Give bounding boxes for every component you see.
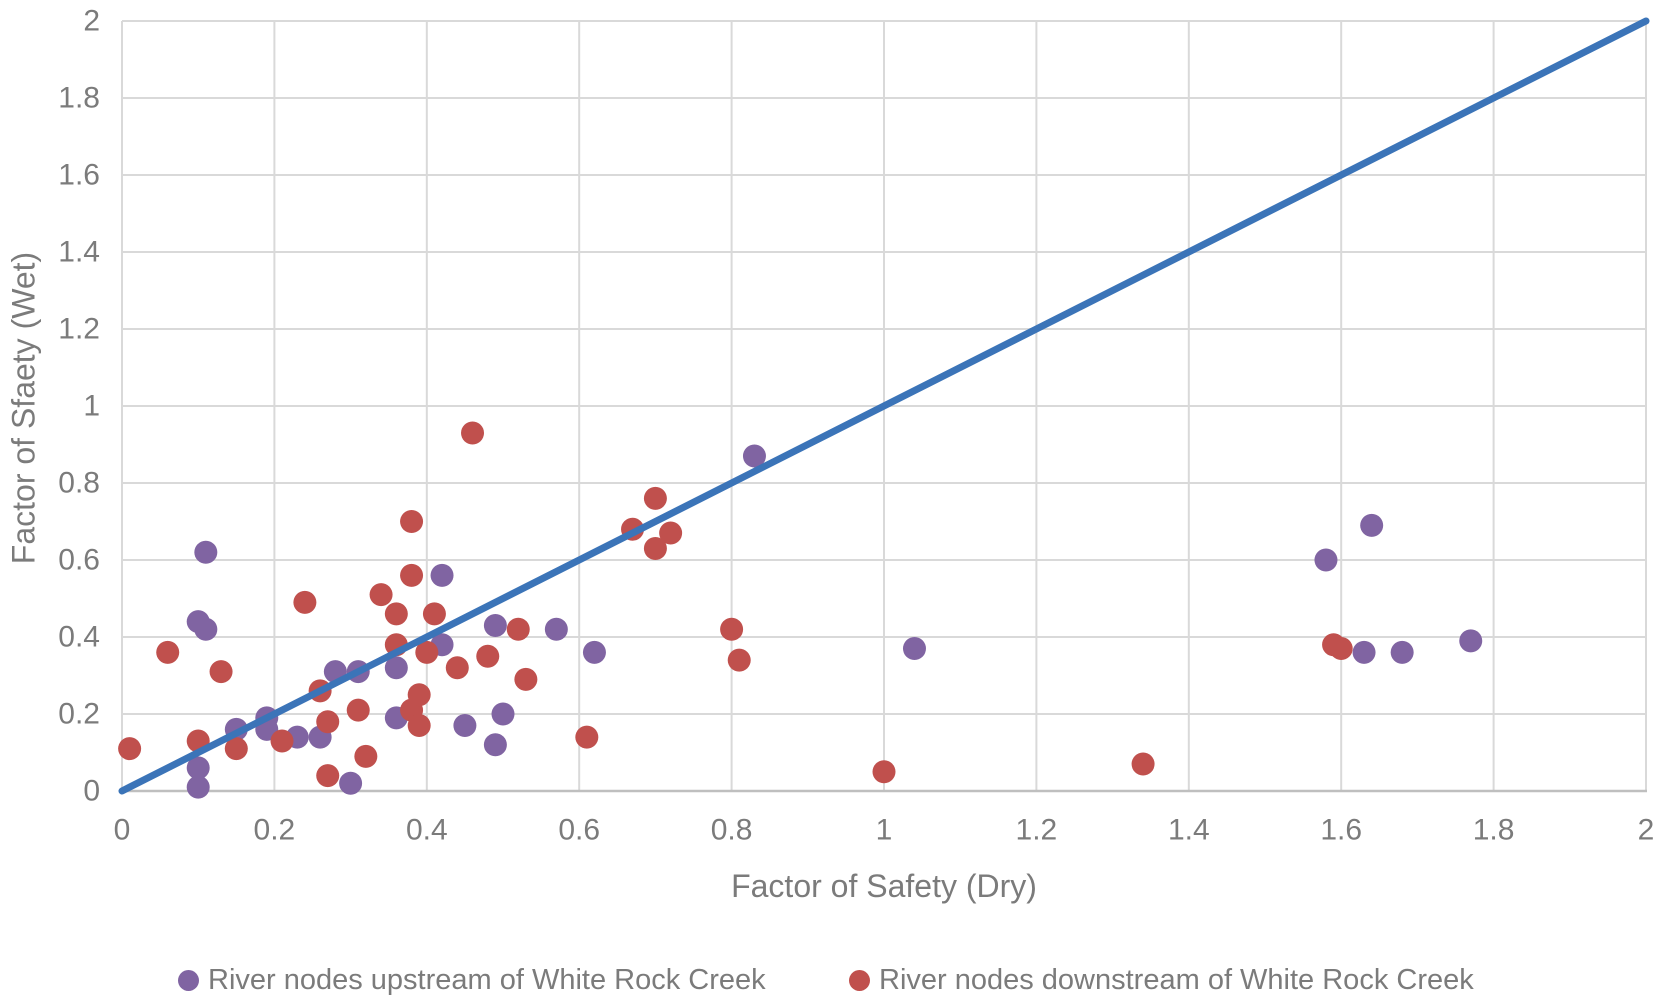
y-tick-label: 0.8 bbox=[58, 467, 100, 500]
scatter-point bbox=[339, 771, 363, 795]
scatter-point bbox=[415, 640, 439, 664]
x-tick-label: 1.4 bbox=[1168, 814, 1210, 847]
scatter-point bbox=[643, 486, 667, 510]
scatter-point bbox=[384, 656, 408, 680]
scatter-point bbox=[194, 540, 218, 564]
scatter-point bbox=[1352, 640, 1376, 664]
x-tick-label: 0.6 bbox=[558, 814, 600, 847]
y-tick-label: 2 bbox=[83, 5, 100, 38]
x-tick-label: 1 bbox=[876, 814, 893, 847]
scatter-point bbox=[544, 617, 568, 641]
scatter-point bbox=[514, 667, 538, 691]
scatter-point bbox=[1314, 548, 1338, 572]
x-tick-label: 1.8 bbox=[1473, 814, 1515, 847]
scatter-point bbox=[491, 702, 515, 726]
scatter-point bbox=[316, 764, 340, 788]
legend-label-downstream: River nodes downstream of White Rock Cre… bbox=[879, 963, 1474, 996]
y-tick-label: 1 bbox=[83, 390, 100, 423]
y-tick-label: 0 bbox=[83, 775, 100, 808]
upstream-series-marker-icon bbox=[178, 969, 199, 991]
scatter-point bbox=[407, 683, 431, 707]
scatter-point bbox=[461, 421, 485, 445]
scatter-point bbox=[643, 536, 667, 560]
scatter-point bbox=[483, 613, 507, 637]
legend-item-downstream: River nodes downstream of White Rock Cre… bbox=[849, 960, 1474, 1000]
scatter-point bbox=[1360, 513, 1384, 537]
scatter-point bbox=[354, 744, 378, 768]
scatter-point bbox=[659, 521, 683, 545]
downstream-series-marker-icon bbox=[849, 969, 870, 991]
scatter-point bbox=[506, 617, 530, 641]
scatter-point bbox=[483, 733, 507, 757]
y-tick-label: 1.4 bbox=[58, 236, 100, 269]
scatter-point bbox=[346, 698, 370, 722]
scatter-point bbox=[118, 737, 142, 761]
chart-legend: River nodes upstream of White Rock Creek… bbox=[0, 960, 1654, 1000]
y-tick-label: 1.8 bbox=[58, 82, 100, 115]
x-tick-label: 0 bbox=[114, 814, 131, 847]
scatter-point bbox=[575, 725, 599, 749]
y-tick-label: 1.2 bbox=[58, 313, 100, 346]
scatter-point bbox=[384, 602, 408, 626]
x-tick-label: 0.8 bbox=[711, 814, 753, 847]
y-tick-label: 0.6 bbox=[58, 544, 100, 577]
legend-item-upstream: River nodes upstream of White Rock Creek bbox=[178, 960, 766, 1000]
x-tick-label: 1.2 bbox=[1016, 814, 1058, 847]
scatter-point bbox=[1390, 640, 1414, 664]
scatter-point bbox=[720, 617, 744, 641]
x-tick-label: 1.6 bbox=[1320, 814, 1362, 847]
scatter-point bbox=[445, 656, 469, 680]
scatter-point bbox=[316, 710, 340, 734]
scatter-point bbox=[293, 590, 317, 614]
scatter-point bbox=[1329, 637, 1353, 661]
legend-label-upstream: River nodes upstream of White Rock Creek bbox=[208, 963, 766, 996]
scatter-point bbox=[902, 637, 926, 661]
scatter-point bbox=[407, 714, 431, 738]
scatter-point bbox=[369, 583, 393, 607]
x-axis-title: Factor of Safety (Dry) bbox=[731, 868, 1037, 904]
scatter-point bbox=[186, 756, 210, 780]
scatter-point bbox=[400, 563, 424, 587]
scatter-point bbox=[1459, 629, 1483, 653]
scatter-point bbox=[194, 617, 218, 641]
scatter-point bbox=[209, 660, 233, 684]
y-tick-label: 1.6 bbox=[58, 159, 100, 192]
scatter-point bbox=[476, 644, 500, 668]
scatter-point bbox=[156, 640, 180, 664]
scatter-point bbox=[727, 648, 751, 672]
scatter-point bbox=[430, 563, 454, 587]
scatter-point bbox=[453, 714, 477, 738]
x-tick-label: 2 bbox=[1638, 814, 1654, 847]
y-tick-label: 0.4 bbox=[58, 621, 100, 654]
scatter-point bbox=[872, 760, 896, 784]
scatter-point bbox=[582, 640, 606, 664]
identity-line bbox=[118, 17, 1650, 795]
scatter-point bbox=[1131, 752, 1155, 776]
x-tick-label: 0.2 bbox=[254, 814, 296, 847]
scatter-point bbox=[270, 729, 294, 753]
x-tick-label: 0.4 bbox=[406, 814, 448, 847]
scatter-point bbox=[400, 510, 424, 533]
scatter-point bbox=[422, 602, 446, 626]
y-tick-label: 0.2 bbox=[58, 698, 100, 731]
scatter-point bbox=[186, 775, 210, 799]
scatter-point bbox=[742, 444, 766, 468]
y-axis-title: Factor of Sfaety (Wet) bbox=[5, 251, 42, 565]
scatter-point bbox=[224, 737, 248, 761]
